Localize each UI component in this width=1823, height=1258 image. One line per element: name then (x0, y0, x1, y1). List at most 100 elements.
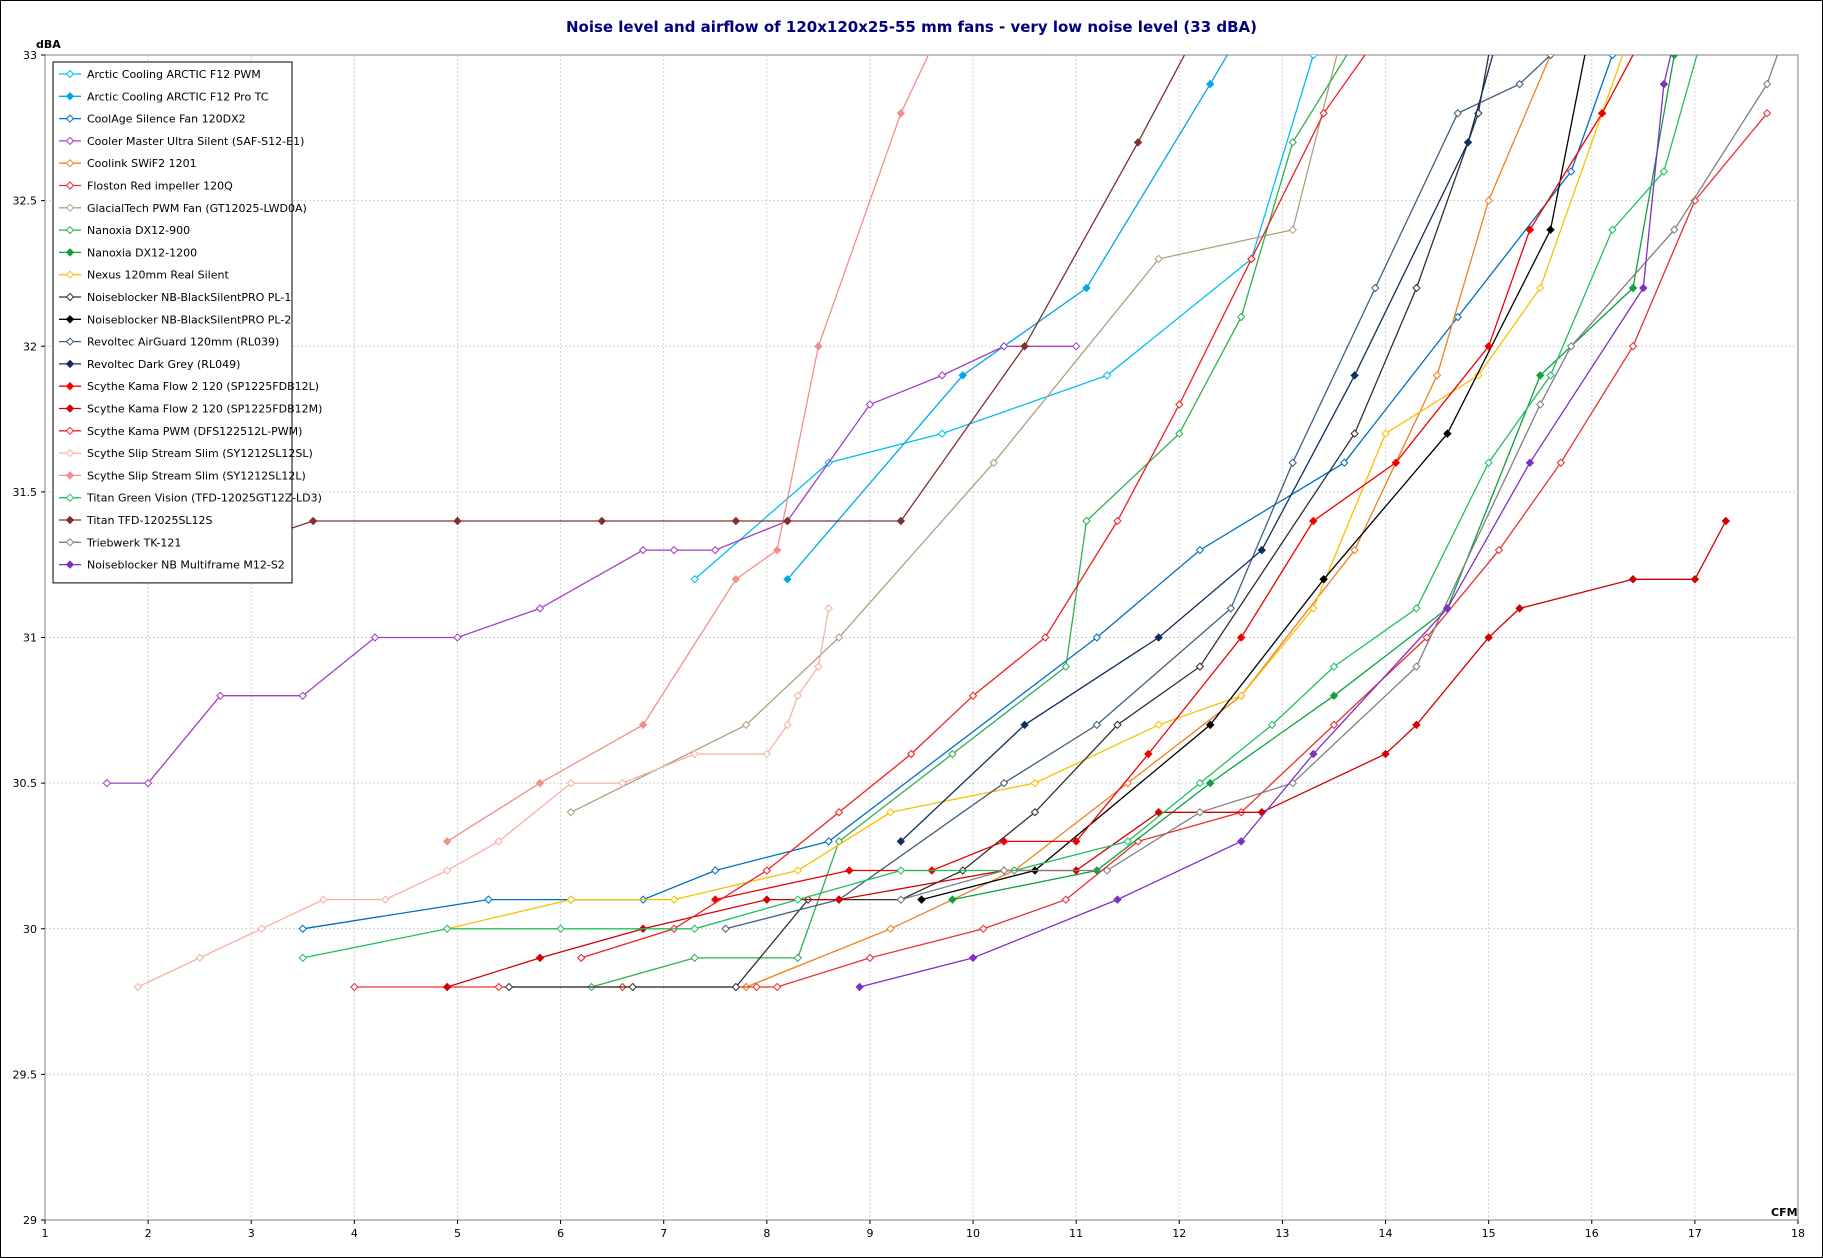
legend-entry: Nanoxia DX12-1200 (87, 246, 197, 259)
data-point (65, 136, 75, 146)
legend: Arctic Cooling ARCTIC F12 PWM Arctic Cool… (52, 61, 322, 584)
legend-entry: Nexus 120mm Real Silent (87, 269, 229, 282)
data-point (484, 895, 493, 904)
data-point (1484, 633, 1493, 642)
data-point (1206, 778, 1215, 788)
data-point (1628, 575, 1638, 584)
data-point (1236, 837, 1246, 846)
data-point (999, 837, 1009, 846)
data-point (1309, 604, 1318, 613)
legend-entry: Arctic Cooling ARCTIC F12 PWM (87, 68, 261, 81)
data-point (1515, 79, 1524, 89)
data-point (1762, 79, 1772, 89)
data-point (638, 545, 648, 555)
data-point (1690, 575, 1700, 584)
data-point (1175, 429, 1184, 438)
data-point (793, 866, 802, 875)
data-point (1556, 458, 1566, 467)
data-point (65, 493, 75, 502)
x-tick-label: 16 (1585, 1227, 1599, 1240)
data-point (917, 895, 926, 904)
data-point (1061, 895, 1071, 904)
data-point (1382, 22, 1389, 29)
legend-entry: Scythe Slip Stream Slim (SY1212SL12L) (87, 469, 306, 482)
series-line (137, 55, 1186, 580)
data-point (1329, 691, 1339, 700)
data-point (845, 866, 854, 875)
data-point (1226, 604, 1236, 613)
data-point (453, 633, 462, 642)
data-point (442, 982, 452, 992)
y-tick-label: 33 (23, 49, 37, 62)
series-line (302, 55, 1614, 930)
data-point (1350, 429, 1359, 438)
x-tick-label: 13 (1275, 1227, 1289, 1240)
data-point (937, 371, 947, 380)
legend-entry: Titan TFD-12025SL12S (86, 514, 213, 527)
series-line (859, 55, 1672, 988)
data-point (968, 691, 978, 700)
data-point (886, 808, 895, 817)
series-group (896, 55, 1494, 846)
data-point (855, 982, 864, 992)
x-tick-label: 5 (454, 1227, 461, 1240)
data-point (65, 158, 75, 168)
data-point (65, 381, 75, 391)
data-point (494, 982, 503, 992)
data-point (1020, 720, 1029, 730)
data-point (1341, 22, 1348, 29)
data-point (896, 109, 906, 118)
data-point (1659, 79, 1669, 89)
x-tick-label: 9 (866, 1227, 873, 1240)
data-point (1195, 545, 1205, 555)
legend-entry: Cooler Master Ultra Silent (SAF-S12-E1) (87, 135, 304, 148)
data-point (1236, 633, 1246, 642)
data-point (937, 429, 947, 438)
data-point (1061, 662, 1071, 671)
data-point (1329, 720, 1339, 730)
series-lines (102, 22, 1779, 992)
data-point (1536, 283, 1545, 293)
series-line (581, 55, 1366, 959)
data-point (1319, 575, 1328, 584)
x-tick-label: 10 (966, 1227, 980, 1240)
data-point (1071, 837, 1081, 846)
data-point (1030, 808, 1040, 817)
x-tick-label: 15 (1482, 1227, 1496, 1240)
data-point (143, 778, 153, 788)
data-point (711, 545, 720, 555)
data-point (628, 982, 637, 992)
x-tick-label: 2 (145, 1227, 152, 1240)
data-point (1608, 225, 1617, 234)
data-point (1371, 283, 1380, 293)
series-line (694, 55, 1314, 580)
data-point (1412, 283, 1421, 293)
data-point (65, 359, 75, 369)
data-point (65, 426, 75, 436)
data-point (939, 22, 946, 29)
legend-entry: Floston Red impeller 120Q (87, 180, 233, 193)
data-point (690, 749, 699, 759)
data-point (669, 545, 679, 555)
x-tick-label: 4 (351, 1227, 358, 1240)
data-point (731, 982, 741, 992)
legend-entry: Nanoxia DX12-900 (87, 224, 190, 237)
data-point (1630, 22, 1637, 29)
data-point (257, 924, 266, 933)
data-point (793, 953, 802, 963)
data-point (1020, 342, 1029, 351)
data-point (1350, 371, 1359, 380)
data-point (133, 982, 143, 992)
data-point (1196, 22, 1203, 29)
series-group (577, 22, 1389, 963)
data-point (65, 181, 75, 190)
data-point (690, 575, 699, 584)
data-point (1484, 342, 1493, 351)
data-point (690, 953, 699, 963)
legend-entry: GlacialTech PWM Fan (GT12025-LWD0A) (87, 202, 307, 215)
series-group (783, 55, 1229, 584)
data-point (65, 560, 75, 569)
data-point (1361, 22, 1368, 29)
data-point (1536, 400, 1545, 409)
data-point (65, 337, 75, 346)
